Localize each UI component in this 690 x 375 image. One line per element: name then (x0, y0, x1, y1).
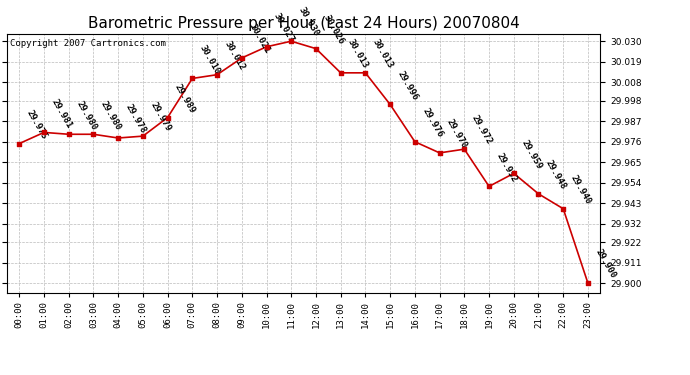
Title: Barometric Pressure per Hour (Last 24 Hours) 20070804: Barometric Pressure per Hour (Last 24 Ho… (88, 16, 520, 31)
Point (63, 131, 75, 137)
Text: 29.979: 29.979 (148, 101, 172, 134)
Point (88, 131, 99, 137)
Point (310, 46, 322, 52)
Point (212, 72, 223, 78)
Text: 29.940: 29.940 (569, 174, 593, 206)
Point (409, 139, 420, 145)
Point (459, 146, 470, 152)
Text: 30.027: 30.027 (272, 12, 296, 44)
Point (286, 38, 297, 44)
Point (187, 75, 198, 81)
Text: 30.012: 30.012 (223, 39, 246, 72)
Point (261, 44, 272, 50)
Point (484, 183, 495, 189)
Text: Copyright 2007 Cartronics.com: Copyright 2007 Cartronics.com (10, 39, 166, 48)
Text: 30.010: 30.010 (198, 43, 221, 76)
Text: 29.981: 29.981 (50, 97, 73, 130)
Text: 29.970: 29.970 (445, 118, 469, 150)
Text: 29.959: 29.959 (520, 138, 543, 171)
Point (14, 141, 25, 147)
Point (360, 70, 371, 76)
Text: 29.976: 29.976 (420, 106, 444, 139)
Text: 30.013: 30.013 (371, 38, 395, 70)
Point (112, 135, 124, 141)
Point (39, 129, 50, 135)
Point (162, 114, 173, 120)
Text: 29.900: 29.900 (593, 248, 618, 280)
Point (384, 102, 395, 108)
Text: 29.989: 29.989 (173, 82, 197, 115)
Text: 29.948: 29.948 (544, 159, 568, 191)
Text: 29.952: 29.952 (495, 151, 518, 184)
Text: 29.972: 29.972 (470, 114, 494, 146)
Point (434, 150, 445, 156)
Point (335, 70, 346, 76)
Point (582, 280, 593, 286)
Point (533, 191, 544, 197)
Text: 29.980: 29.980 (75, 99, 98, 132)
Point (137, 133, 148, 139)
Text: 30.021: 30.021 (247, 23, 271, 55)
Text: 30.026: 30.026 (322, 13, 346, 46)
Text: 29.978: 29.978 (124, 103, 148, 135)
Text: 29.980: 29.980 (99, 99, 123, 132)
Text: 30.013: 30.013 (346, 38, 370, 70)
Text: 29.975: 29.975 (25, 108, 49, 141)
Text: 30.030: 30.030 (297, 6, 321, 38)
Point (509, 170, 520, 176)
Point (236, 55, 247, 61)
Text: 29.996: 29.996 (395, 69, 420, 102)
Point (558, 206, 569, 212)
